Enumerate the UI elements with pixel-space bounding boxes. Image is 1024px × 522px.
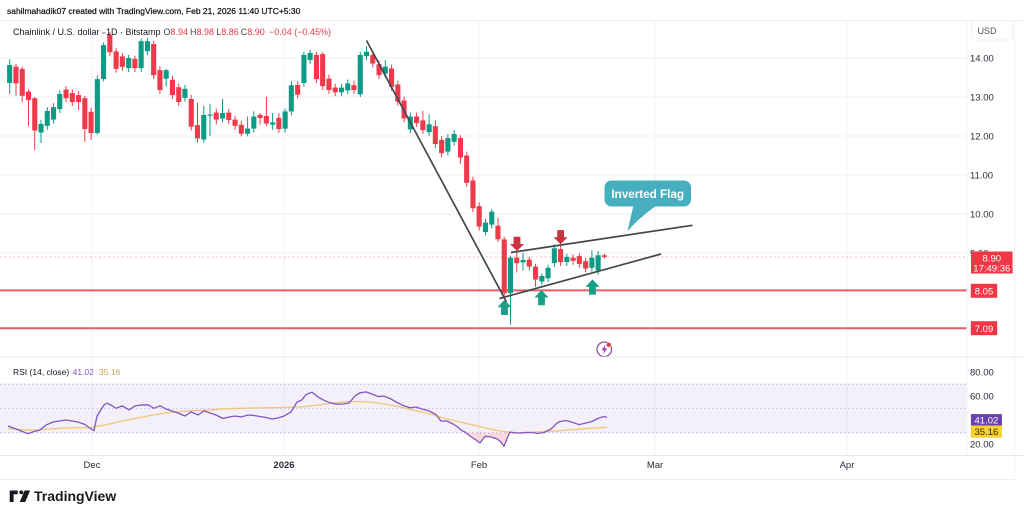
svg-text:8.90: 8.90 bbox=[983, 254, 1002, 265]
svg-text:⌄: ⌄ bbox=[101, 27, 108, 36]
svg-text:20.00: 20.00 bbox=[970, 440, 994, 451]
svg-text:60.00: 60.00 bbox=[970, 392, 994, 403]
svg-text:Feb: Feb bbox=[471, 460, 487, 471]
svg-text:L8.86: L8.86 bbox=[216, 27, 239, 37]
svg-text:Chainlink / U.S. dollar: Chainlink / U.S. dollar bbox=[13, 27, 100, 37]
svg-text:80.00: 80.00 bbox=[970, 368, 994, 379]
svg-text:11.00: 11.00 bbox=[970, 171, 993, 182]
svg-text:Mar: Mar bbox=[647, 460, 663, 471]
svg-text:41.02: 41.02 bbox=[975, 415, 999, 426]
svg-text:8.05: 8.05 bbox=[975, 286, 994, 297]
svg-text:35.16: 35.16 bbox=[99, 367, 121, 377]
svg-text:14.00: 14.00 bbox=[970, 54, 994, 65]
svg-text:sahilmahadik07 created with Tr: sahilmahadik07 created with TradingView.… bbox=[7, 6, 301, 16]
svg-text:35.16: 35.16 bbox=[975, 427, 999, 438]
svg-text:C8.90: C8.90 bbox=[241, 27, 265, 37]
svg-text:10.00: 10.00 bbox=[970, 210, 994, 221]
svg-text:41.02: 41.02 bbox=[73, 367, 95, 377]
svg-text:13.00: 13.00 bbox=[970, 93, 994, 104]
svg-text:H8.98: H8.98 bbox=[190, 27, 214, 37]
svg-text:O8.94: O8.94 bbox=[164, 27, 189, 37]
svg-text:12.00: 12.00 bbox=[970, 132, 994, 143]
svg-text:USD: USD bbox=[977, 26, 997, 36]
svg-text:17:49:36: 17:49:36 bbox=[973, 264, 1010, 275]
svg-text:Inverted Flag: Inverted Flag bbox=[611, 188, 684, 201]
svg-text:Dec: Dec bbox=[84, 460, 101, 471]
svg-text:RSI (14, close): RSI (14, close) bbox=[13, 367, 69, 377]
svg-text:1D · Bitstamp: 1D · Bitstamp bbox=[106, 27, 161, 37]
svg-text:TradingView: TradingView bbox=[34, 488, 116, 504]
svg-text:Apr: Apr bbox=[840, 460, 855, 471]
svg-text:2026: 2026 bbox=[273, 460, 294, 471]
svg-text:7.09: 7.09 bbox=[975, 324, 994, 335]
svg-text:−0.04 (−0.45%): −0.04 (−0.45%) bbox=[269, 27, 331, 37]
